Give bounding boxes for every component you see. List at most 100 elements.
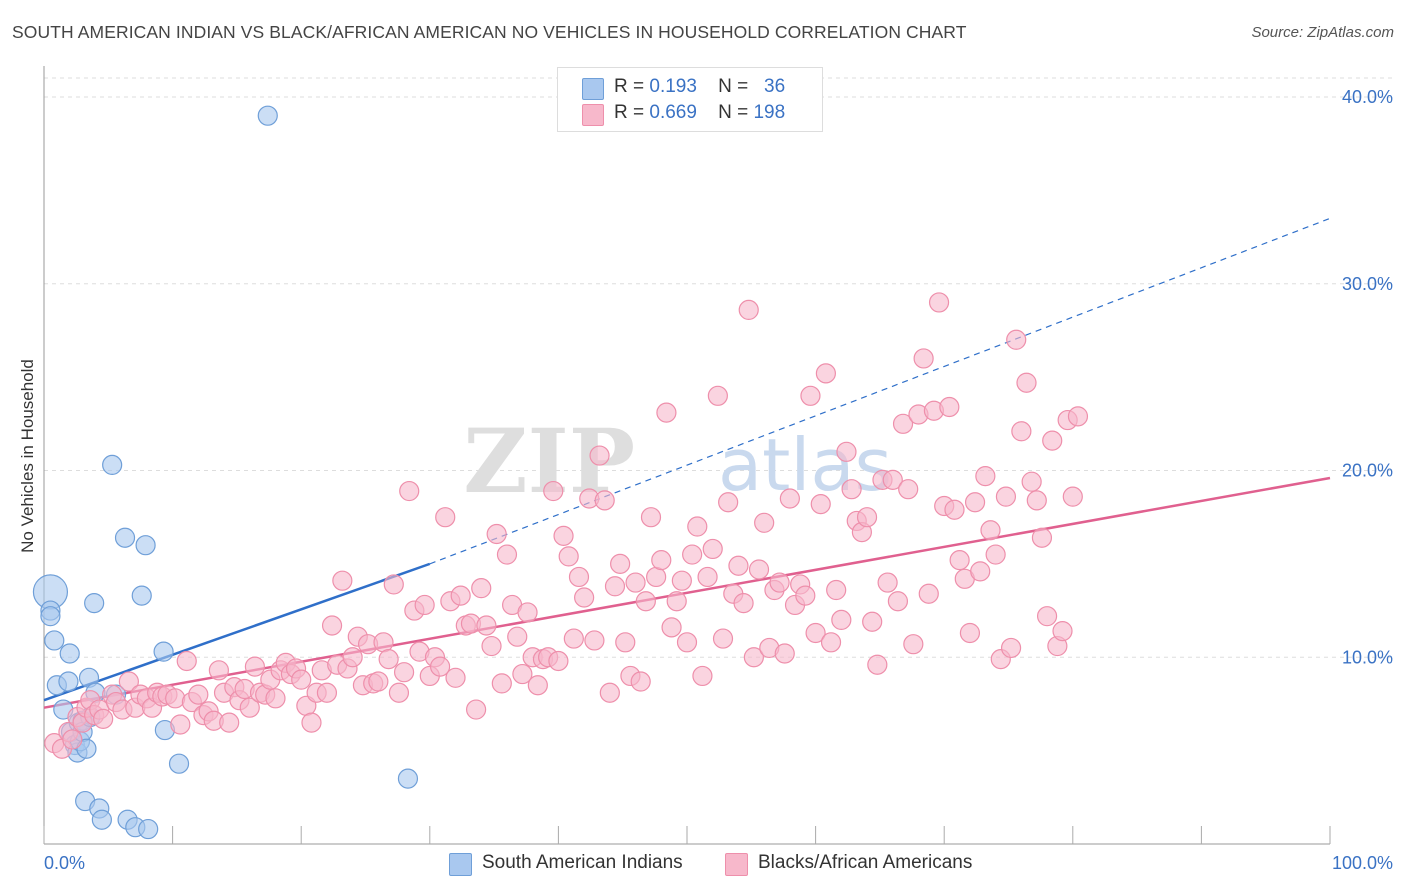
point-black-african-american <box>743 647 764 668</box>
point-black-african-american <box>301 712 322 733</box>
trend-line-blue <box>43 562 431 702</box>
point-black-african-american <box>435 507 456 528</box>
point-black-african-american <box>399 480 420 502</box>
point-black-african-american <box>383 574 404 595</box>
point-black-african-american <box>877 572 898 593</box>
point-black-african-american <box>671 570 692 591</box>
point-black-african-american <box>1042 430 1063 451</box>
bottom-legend-label-pink: Blacks/African Americans <box>758 852 973 873</box>
point-black-african-american <box>733 592 754 614</box>
stats-legend: R = 0.193 N = 36 R = 0.669 N = 198 <box>557 67 823 132</box>
point-black-african-american <box>1006 329 1027 350</box>
trend-line-blue-extension <box>429 217 1331 565</box>
point-black-african-american <box>944 499 965 520</box>
point-black-african-american <box>774 643 795 664</box>
point-black-african-american <box>93 708 114 729</box>
point-black-african-american <box>831 609 852 631</box>
point-south-american-indian <box>168 753 190 774</box>
point-south-american-indian <box>84 592 105 614</box>
point-black-african-american <box>841 479 862 500</box>
point-south-american-indian <box>138 818 159 840</box>
point-black-african-american <box>985 544 1006 565</box>
point-black-african-american <box>820 632 842 653</box>
point-black-african-american <box>661 617 682 638</box>
point-black-african-american <box>553 525 574 546</box>
point-black-african-american <box>507 626 528 647</box>
point-south-american-indian <box>40 606 61 627</box>
point-black-african-american <box>903 634 924 655</box>
point-black-african-american <box>165 688 186 709</box>
legend-r-label: R = <box>614 102 645 123</box>
point-black-african-american <box>913 348 934 369</box>
point-black-african-american <box>429 656 451 677</box>
point-black-african-american <box>964 492 986 513</box>
point-black-african-american <box>543 480 564 502</box>
point-south-american-indian <box>59 643 80 664</box>
point-south-american-indian <box>397 768 419 789</box>
point-black-african-american <box>517 602 538 623</box>
point-south-american-indian <box>91 809 112 830</box>
legend-n-value: 36 <box>764 76 786 97</box>
point-black-african-american <box>604 576 626 597</box>
point-black-african-american <box>635 591 656 612</box>
point-black-african-american <box>170 714 191 735</box>
point-black-african-american <box>291 669 312 690</box>
point-black-african-american <box>527 675 548 696</box>
point-black-african-american <box>728 555 749 576</box>
point-black-african-american <box>1036 606 1058 627</box>
point-black-african-american <box>465 699 487 720</box>
bottom-legend-swatch-pink <box>725 853 748 876</box>
legend-n-value: 198 <box>753 102 786 123</box>
point-south-american-indian <box>135 535 156 556</box>
point-black-african-american <box>826 579 847 601</box>
point-black-african-american <box>887 591 909 612</box>
chart-title: SOUTH AMERICAN INDIAN VS BLACK/AFRICAN A… <box>12 22 967 42</box>
point-black-african-american <box>265 688 286 709</box>
point-black-african-american <box>754 512 775 533</box>
point-black-african-american <box>1011 421 1032 442</box>
point-black-african-american <box>795 585 816 606</box>
bottom-legend-label-blue: South American Indians <box>482 852 683 873</box>
legend-n-label: N = <box>718 102 749 123</box>
point-black-african-american <box>975 466 996 487</box>
point-black-african-american <box>558 546 579 567</box>
point-black-african-american <box>1031 527 1053 548</box>
trend-line-pink <box>43 476 1331 709</box>
point-black-african-american <box>219 712 240 733</box>
point-black-african-american <box>332 570 353 591</box>
point-black-african-american <box>625 572 646 593</box>
point-black-african-american <box>368 671 389 692</box>
legend-r-value: 0.193 <box>649 76 697 97</box>
point-black-african-american <box>476 615 497 636</box>
point-black-african-american <box>970 561 991 582</box>
point-black-african-american <box>702 538 723 560</box>
point-black-african-american <box>1021 471 1042 492</box>
point-black-african-american <box>836 441 857 462</box>
point-black-african-american <box>676 632 698 653</box>
point-black-african-american <box>666 591 687 612</box>
legend-swatch-pink <box>582 104 604 126</box>
point-black-african-american <box>496 544 518 565</box>
point-south-american-indian <box>58 671 79 692</box>
point-black-african-american <box>1067 406 1089 427</box>
point-black-african-american <box>928 292 950 313</box>
point-black-african-american <box>548 650 569 672</box>
point-black-african-american <box>568 566 590 588</box>
point-black-african-american <box>1062 486 1083 507</box>
point-black-african-american <box>738 299 759 320</box>
point-black-african-american <box>118 671 139 692</box>
y-tick-label: 30.0% <box>1342 274 1393 294</box>
point-black-african-american <box>615 632 636 653</box>
point-south-american-indian <box>114 527 136 548</box>
point-black-african-american <box>342 647 363 668</box>
point-black-african-american <box>574 587 595 608</box>
point-black-african-american <box>651 550 672 571</box>
point-black-african-american <box>208 660 229 681</box>
point-south-american-indian <box>153 641 174 662</box>
point-black-african-american <box>1000 637 1022 659</box>
point-south-american-indian <box>257 105 278 126</box>
legend-swatch-blue <box>582 78 604 100</box>
point-black-african-american <box>687 516 708 537</box>
point-black-african-american <box>594 490 615 511</box>
